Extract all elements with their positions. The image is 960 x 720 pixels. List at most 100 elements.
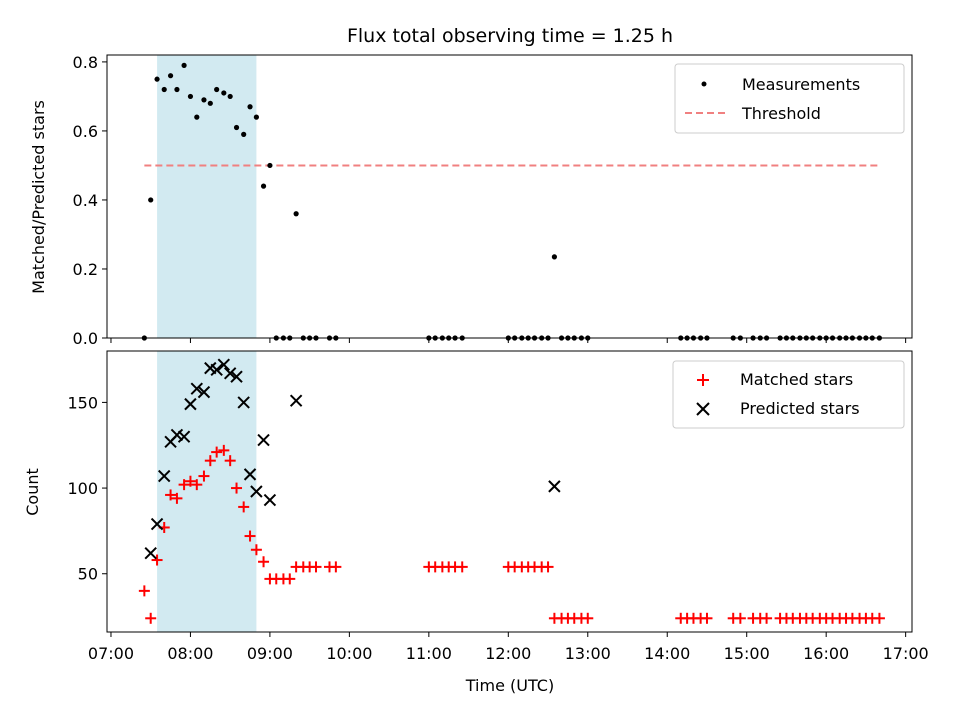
matched-star-point <box>244 530 256 542</box>
measurement-point <box>227 93 233 100</box>
matched-star-point <box>284 573 296 585</box>
legend-threshold-label: Threshold <box>741 104 821 123</box>
x-tick-label: 09:00 <box>247 644 293 663</box>
predicted-star-point <box>223 367 237 380</box>
matched-star-point <box>138 585 150 597</box>
legend-measurements-marker <box>701 81 707 87</box>
measurement-point <box>214 86 220 93</box>
predicted-star-point <box>230 370 243 383</box>
measurement-point <box>293 211 299 217</box>
matched-markers <box>138 444 885 624</box>
matched-star-point <box>171 492 183 504</box>
measurement-point <box>161 86 167 93</box>
highlight-span-bottom <box>157 351 257 632</box>
measurement-point <box>181 62 187 68</box>
matched-star-point <box>873 612 885 624</box>
predicted-star-point <box>210 363 223 377</box>
matched-star-point <box>151 554 163 566</box>
predicted-star-point <box>170 428 184 442</box>
x-tick-label: 16:00 <box>803 644 849 663</box>
matched-star-point <box>165 489 177 501</box>
y-top-tick-label: 0.2 <box>73 260 98 279</box>
y-bottom-tick-label: 150 <box>67 393 98 412</box>
matched-star-point <box>218 444 230 456</box>
measurement-point <box>194 114 200 120</box>
measurement-point <box>174 86 180 93</box>
matched-star-point <box>250 544 262 556</box>
x-tick-label: 11:00 <box>406 644 452 663</box>
predicted-star-point <box>144 546 157 560</box>
predicted-star-point <box>190 382 204 395</box>
measurement-point <box>233 124 240 131</box>
x-tick-label: 13:00 <box>565 644 611 663</box>
predicted-star-point <box>184 397 197 411</box>
matched-star-point <box>211 446 223 458</box>
measurement-point <box>201 97 207 103</box>
legend-top: Measurements Threshold <box>674 63 905 134</box>
y-top-tick-label: 0.6 <box>73 122 98 141</box>
x-axis-label: Time (UTC) <box>465 676 554 695</box>
measurement-point <box>207 100 213 106</box>
legend-matched-label: Matched stars <box>740 370 853 389</box>
matched-star-point <box>184 475 196 487</box>
measurement-point <box>551 254 557 260</box>
predicted-markers <box>144 358 561 560</box>
subplot-counts: 50 100 150 07:00 08:00 09:00 10:00 11:00 12:00 1… <box>23 350 929 695</box>
matched-star-point <box>258 556 270 568</box>
predicted-star-point <box>158 469 171 483</box>
measurement-point <box>247 104 253 110</box>
predicted-star-point <box>217 358 231 371</box>
matched-star-point <box>224 455 236 467</box>
matched-star-point <box>145 612 157 624</box>
predicted-star-point <box>237 396 250 409</box>
matched-star-point <box>456 561 468 573</box>
matched-star-point <box>204 455 216 467</box>
axes-frame-top <box>106 54 913 339</box>
matched-star-point <box>238 501 250 513</box>
matched-star-point <box>178 479 190 491</box>
matched-star-point <box>231 482 243 494</box>
predicted-star-point <box>257 433 270 447</box>
x-axis-ticks-top <box>110 338 907 343</box>
x-tick-label: 07:00 <box>88 644 134 663</box>
subplot-ratio: 0.00.20.40.60.8 Matched/Predicted stars … <box>29 53 913 348</box>
matched-star-point <box>198 470 210 482</box>
x-tick-label: 10:00 <box>326 644 372 663</box>
measurement-point <box>167 73 174 79</box>
measurement-point <box>241 131 247 137</box>
measurement-point <box>221 90 227 96</box>
y-bottom-tick-label: 100 <box>67 479 98 498</box>
x-tick-label: 08:00 <box>167 644 213 663</box>
matched-star-point <box>582 612 594 624</box>
y-bottom-tick-label: 50 <box>78 565 98 584</box>
y-axis-bottom: 50 100 150 <box>67 393 107 584</box>
measurement-point <box>148 197 154 203</box>
chart-title: Flux total observing time = 1.25 h <box>347 25 673 47</box>
axes-frame-bottom <box>106 350 913 633</box>
y-top-tick-label: 0.4 <box>73 191 98 210</box>
measurement-point <box>267 162 273 169</box>
legend-frame-bottom <box>672 360 905 429</box>
legend-measurements-label: Measurements <box>742 75 860 94</box>
matched-star-point <box>330 561 342 573</box>
measurement-point <box>260 183 267 189</box>
legend-predicted-label: Predicted stars <box>740 399 860 418</box>
predicted-star-point <box>150 517 164 531</box>
matched-star-point <box>191 479 203 491</box>
matched-star-point <box>310 561 322 573</box>
predicted-star-point <box>177 430 191 443</box>
predicted-star-point <box>548 480 561 493</box>
x-tick-label: 14:00 <box>644 644 690 663</box>
matched-star-point <box>701 612 713 624</box>
measurement-point <box>253 114 259 120</box>
predicted-star-point <box>263 493 277 507</box>
predicted-star-point <box>197 385 211 399</box>
legend-matched-marker <box>697 374 709 386</box>
y-axis-top: 0.0 0.2 0.4 0.6 0.8 <box>73 53 107 348</box>
x-tick-label: 12:00 <box>485 644 531 663</box>
y-top-tick-label: 0.0 <box>73 329 98 348</box>
matched-star-point <box>734 612 746 624</box>
x-axis-bottom: 07:00 08:00 09:00 10:00 11:00 12:00 13:00 14:00… <box>88 632 929 663</box>
measurement-point <box>154 76 160 82</box>
x-tick-label: 15:00 <box>724 644 770 663</box>
